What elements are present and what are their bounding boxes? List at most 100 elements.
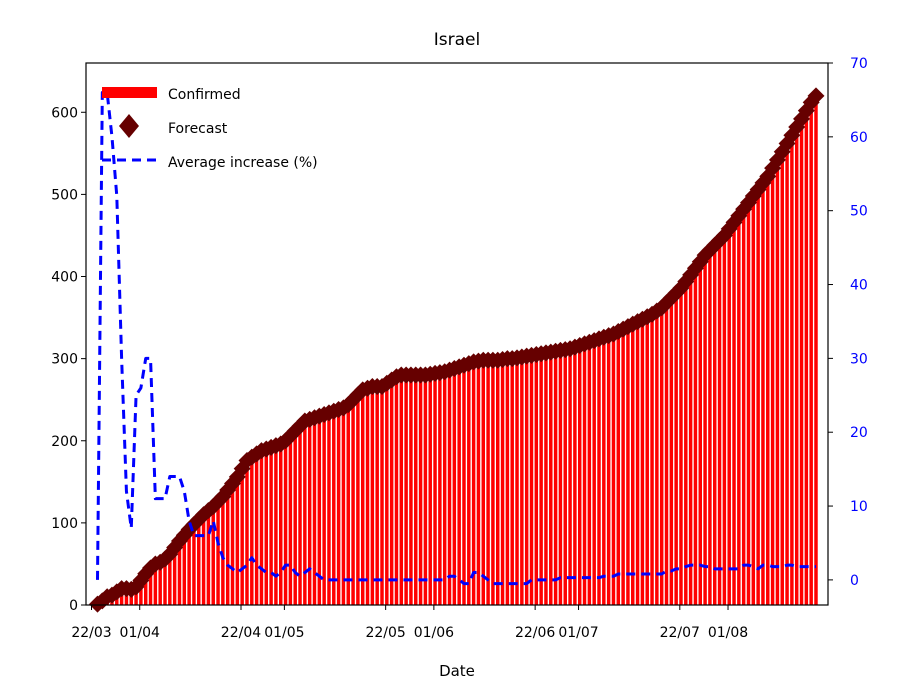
- confirmed-bar: [751, 196, 756, 606]
- confirmed-bar: [809, 102, 813, 606]
- confirmed-bar: [592, 340, 596, 605]
- confirmed-bar: [346, 404, 350, 605]
- confirmed-bar: [293, 430, 297, 605]
- y2-tick-label: 0: [850, 573, 859, 589]
- confirmed-bar: [780, 151, 784, 605]
- confirmed-bar: [794, 127, 799, 606]
- y-tick-label: 300: [51, 352, 78, 368]
- confirmed-bar: [322, 414, 326, 605]
- confirmed-bar: [761, 182, 765, 605]
- confirmed-bar: [168, 554, 172, 605]
- confirmed-bar: [766, 176, 770, 605]
- confirmed-bar: [336, 409, 341, 605]
- confirmed-bar: [688, 274, 693, 605]
- x-tick-label: 22/05: [365, 625, 405, 641]
- confirmed-bar: [332, 411, 336, 605]
- confirmed-bar: [312, 417, 317, 605]
- confirmed-bar: [577, 345, 582, 605]
- confirmed-bar: [708, 250, 712, 606]
- confirmed-bar: [288, 435, 293, 605]
- confirmed-bar: [703, 255, 707, 605]
- x-tick-label: 22/03: [71, 625, 111, 641]
- x-tick-label: 01/04: [120, 625, 160, 641]
- y-tick-label: 600: [51, 105, 78, 121]
- confirmed-bar: [206, 510, 211, 605]
- confirmed-bar: [727, 228, 731, 605]
- confirmed-bar: [221, 496, 225, 605]
- confirmed-bar: [240, 468, 244, 605]
- confirmed-bar: [201, 514, 206, 605]
- confirmed-bar: [438, 372, 442, 605]
- x-axis-label: Date: [439, 662, 475, 680]
- confirmed-bar: [544, 352, 548, 605]
- confirmed-bar: [274, 445, 278, 605]
- confirmed-bar: [790, 135, 794, 605]
- confirmed-bar: [659, 307, 664, 605]
- confirmed-bar: [139, 580, 143, 605]
- forecast-marker: [783, 126, 801, 144]
- legend: Confirmed Forecast Average increase (%): [102, 87, 318, 171]
- confirmed-bar: [756, 189, 760, 605]
- confirmed-bar: [515, 357, 519, 605]
- average-increase-line-group: [96, 91, 816, 586]
- y2-tick-label: 70: [850, 56, 868, 72]
- confirmed-bar: [804, 110, 809, 605]
- confirmed-bar: [741, 209, 746, 605]
- confirmed-bar: [558, 350, 563, 605]
- confirmed-bar: [447, 370, 452, 605]
- confirmed-bar: [746, 202, 751, 606]
- confirmed-bar: [418, 375, 423, 605]
- confirmed-bar: [307, 419, 312, 605]
- legend-forecast-marker: [119, 114, 139, 138]
- confirmed-bar: [279, 444, 283, 605]
- confirmed-bar: [375, 386, 379, 605]
- confirmed-bar: [664, 302, 669, 605]
- confirmed-bar: [423, 375, 428, 605]
- confirmed-bars: [95, 95, 818, 606]
- confirmed-bar: [631, 324, 635, 605]
- confirmed-bar: [534, 354, 539, 605]
- y-tick-label: 100: [51, 516, 78, 532]
- x-tick-label: 01/05: [264, 625, 304, 641]
- confirmed-bar: [553, 351, 558, 605]
- confirmed-bar: [148, 568, 153, 605]
- confirmed-bar: [713, 245, 717, 605]
- confirmed-bar: [457, 366, 461, 605]
- confirmed-bar: [365, 388, 370, 605]
- confirmed-bar: [573, 347, 577, 605]
- confirmed-bar: [452, 368, 457, 605]
- x-tick-label: 22/07: [660, 625, 700, 641]
- confirmed-bar: [640, 319, 645, 605]
- confirmed-bar: [317, 416, 322, 605]
- confirmed-bar: [428, 374, 432, 605]
- confirmed-bar: [606, 335, 611, 605]
- confirmed-bar: [433, 373, 437, 605]
- confirmed-bar: [645, 316, 649, 605]
- forecast-marker: [195, 506, 213, 524]
- confirmed-bar: [283, 440, 288, 605]
- confirmed-bar: [360, 389, 365, 605]
- confirmed-bar: [394, 376, 399, 605]
- confirmed-bar: [385, 383, 389, 605]
- y2-tick-label: 30: [850, 351, 868, 367]
- confirmed-bar: [698, 261, 702, 605]
- confirmed-bar: [389, 379, 394, 605]
- confirmed-bar: [462, 365, 466, 605]
- confirmed-bar: [182, 535, 187, 605]
- confirmed-bar: [669, 297, 674, 605]
- confirmed-bar: [404, 375, 408, 605]
- y2-tick-label: 40: [850, 278, 868, 294]
- confirmed-bar: [563, 349, 567, 605]
- confirmed-bar: [197, 519, 201, 605]
- confirmed-bar: [153, 563, 158, 605]
- confirmed-bar: [814, 95, 818, 605]
- confirmed-bar: [163, 559, 167, 605]
- confirmed-bar: [230, 483, 235, 605]
- confirmed-bar: [775, 159, 780, 605]
- confirmed-bar: [587, 342, 592, 605]
- confirmed-bar: [356, 394, 360, 605]
- confirmed-bar: [722, 235, 727, 605]
- x-tick-label: 01/08: [708, 625, 748, 641]
- confirmed-bar: [505, 358, 510, 605]
